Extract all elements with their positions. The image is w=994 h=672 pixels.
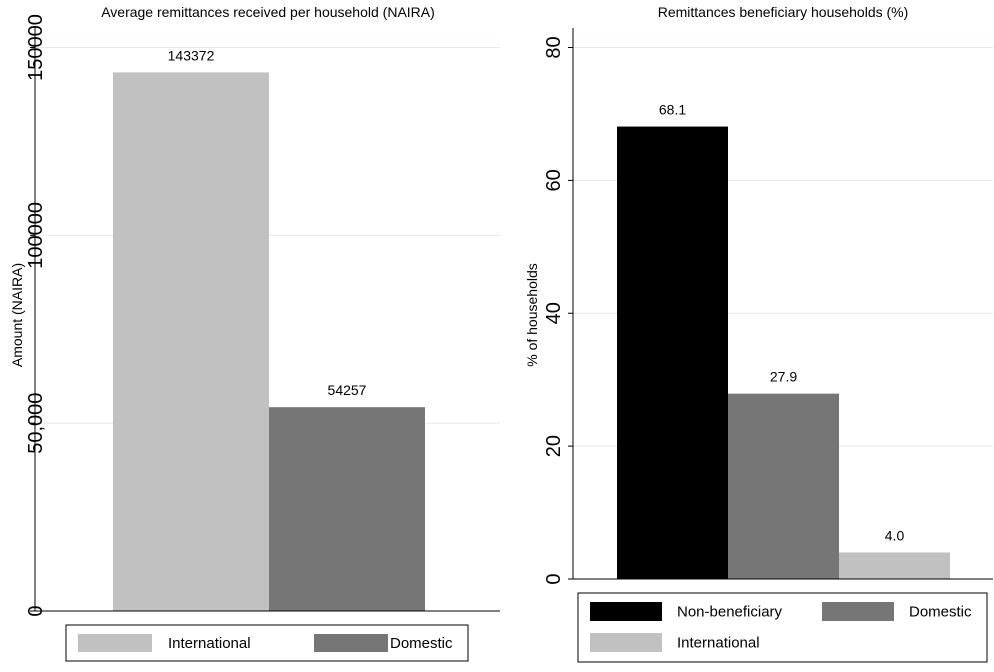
left-legend-swatch-international bbox=[78, 634, 152, 652]
right-chart-bars bbox=[617, 126, 950, 580]
left-data-label-domestic: 54257 bbox=[328, 382, 367, 398]
left-chart-bars bbox=[113, 72, 425, 612]
right-bar-international bbox=[839, 552, 950, 579]
left-ytick-label-2: 100000 bbox=[25, 202, 47, 269]
left-chart-ylabel: Amount (NAIRA) bbox=[9, 263, 25, 367]
right-chart-data-labels: 68.1 27.9 4.0 bbox=[659, 102, 905, 544]
left-legend-swatch-domestic bbox=[314, 634, 388, 652]
left-ytick-label-1: 50,000 bbox=[25, 393, 47, 454]
right-legend-swatch-international bbox=[590, 633, 662, 652]
right-data-label-international: 4.0 bbox=[885, 527, 905, 543]
right-data-label-non-beneficiary: 68.1 bbox=[659, 102, 686, 118]
right-chart: Remittances beneficiary households (%) %… bbox=[524, 4, 993, 663]
left-chart: Average remittances received per househo… bbox=[9, 4, 500, 662]
left-ytick-label-3: 150000 bbox=[25, 14, 47, 81]
right-ytick-label-4: 80 bbox=[543, 36, 565, 58]
right-chart-ylabel: % of households bbox=[524, 263, 540, 367]
left-chart-title: Average remittances received per househo… bbox=[101, 4, 435, 20]
right-legend-label-non-beneficiary: Non-beneficiary bbox=[677, 604, 783, 621]
right-legend-swatch-domestic bbox=[822, 602, 894, 621]
left-chart-legend: International Domestic bbox=[65, 624, 469, 662]
right-ytick-label-3: 60 bbox=[543, 169, 565, 191]
left-bar-international bbox=[113, 72, 269, 612]
right-ytick-label-2: 40 bbox=[543, 302, 565, 324]
right-chart-yticks: 0 20 40 60 80 bbox=[543, 36, 573, 585]
right-data-label-domestic: 27.9 bbox=[770, 369, 797, 385]
left-legend-label-domestic: Domestic bbox=[390, 635, 453, 652]
right-ytick-label-1: 20 bbox=[543, 435, 565, 457]
right-legend-label-domestic: Domestic bbox=[909, 604, 972, 621]
left-bar-domestic bbox=[269, 407, 425, 611]
right-bar-domestic bbox=[728, 393, 839, 579]
left-legend-label-international: International bbox=[168, 635, 251, 652]
right-chart-title: Remittances beneficiary households (%) bbox=[658, 4, 909, 20]
left-data-label-international: 143372 bbox=[168, 47, 215, 63]
left-chart-data-labels: 143372 54257 bbox=[168, 47, 367, 398]
right-ytick-label-0: 0 bbox=[543, 573, 565, 584]
right-legend-label-international: International bbox=[677, 635, 760, 652]
right-legend-swatch-non-beneficiary bbox=[590, 602, 662, 621]
right-bar-non-beneficiary bbox=[617, 126, 728, 580]
right-chart-legend: Non-beneficiary Domestic International bbox=[577, 592, 988, 663]
